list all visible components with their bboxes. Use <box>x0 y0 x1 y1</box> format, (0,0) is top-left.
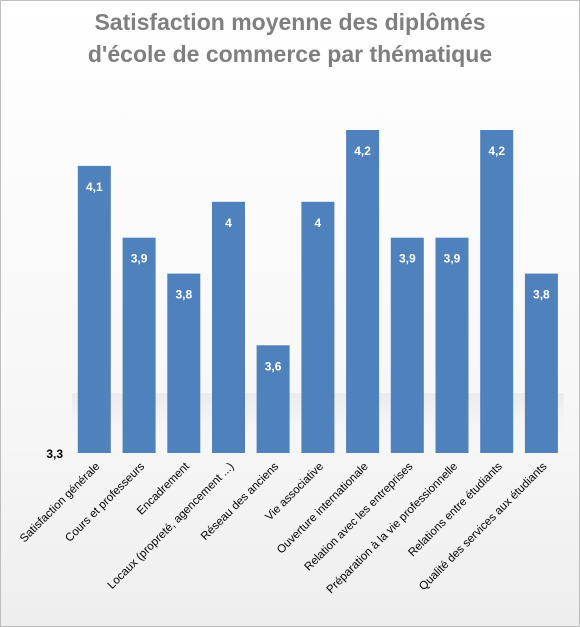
plot-area: 4,1 Satisfaction générale 3,9 Cours et prof… <box>18 130 564 596</box>
value-label-6: 4 <box>315 216 322 230</box>
category-label-10: Relations entre étudiants <box>406 460 505 559</box>
chart-title: Satisfaction moyenne des diplômés d'écol… <box>0 6 580 70</box>
value-label-2: 3,9 <box>131 252 148 266</box>
y-axis-min-label: 3,3 <box>46 447 63 461</box>
bar-5 <box>256 345 290 453</box>
value-label-4: 4 <box>225 216 232 230</box>
chart-title-line-1: Satisfaction moyenne des diplômés <box>94 9 486 35</box>
bar-4 <box>212 201 245 453</box>
bar-2 <box>122 237 156 453</box>
value-label-9: 3,9 <box>444 252 461 266</box>
value-label-5: 3,6 <box>265 359 282 373</box>
bar-6 <box>301 201 335 453</box>
value-label-11: 3,8 <box>533 288 550 302</box>
value-label-10: 4,2 <box>488 144 505 158</box>
value-label-8: 3,9 <box>399 252 416 266</box>
value-label-1: 4,1 <box>86 180 103 194</box>
category-label-1: Satisfaction générale <box>18 461 102 545</box>
bar-11 <box>524 273 558 453</box>
bar-10 <box>480 130 514 453</box>
bar-8 <box>390 237 424 453</box>
bar-7 <box>346 130 380 453</box>
category-label-5: Réseau des anciens <box>199 460 281 542</box>
chart-title-line-2: d'école de commerce par thématique <box>87 41 493 67</box>
category-label-7: Ouverture internationale <box>275 461 371 557</box>
category-label-2: Cours et professeurs <box>63 460 147 544</box>
bar-9 <box>435 237 469 453</box>
bar-3 <box>167 273 201 453</box>
value-label-7: 4,2 <box>354 144 371 158</box>
value-label-3: 3,8 <box>175 288 192 302</box>
bar-1 <box>77 165 111 453</box>
